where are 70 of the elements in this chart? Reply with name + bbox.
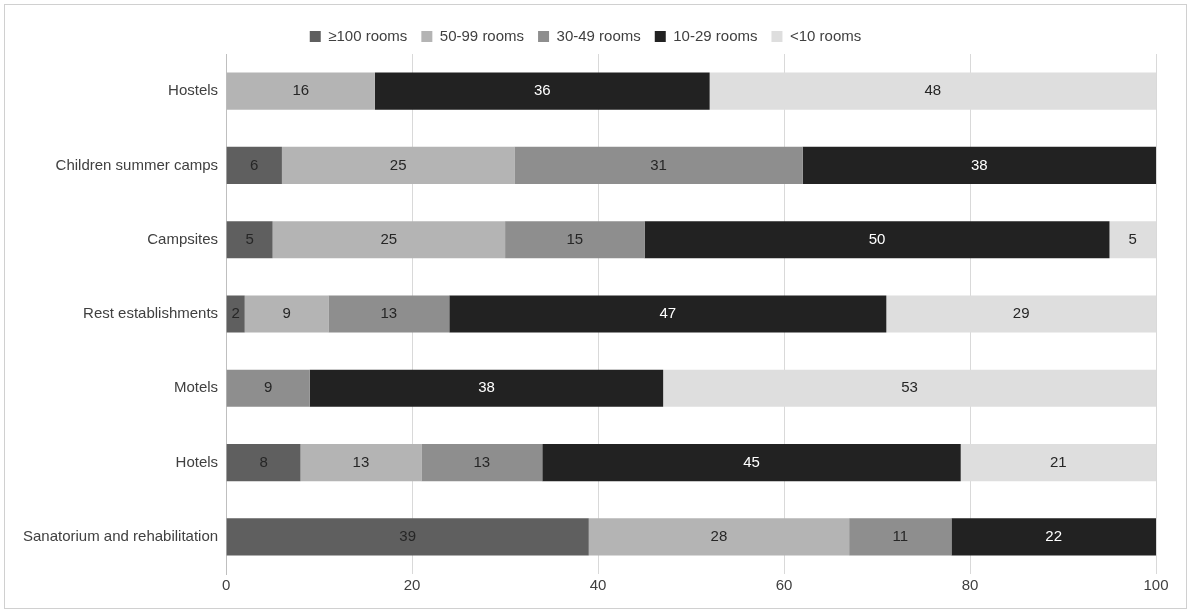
data-label: 5 bbox=[245, 229, 254, 247]
legend-label: ≥100 rooms bbox=[328, 26, 408, 44]
bar bbox=[802, 146, 1156, 184]
data-label: 11 bbox=[892, 527, 909, 544]
bar bbox=[849, 518, 952, 556]
x-tick-label: 100 bbox=[1143, 576, 1169, 594]
data-label: 9 bbox=[282, 304, 291, 322]
data-label: 22 bbox=[1045, 527, 1063, 544]
bar bbox=[226, 444, 301, 482]
bar bbox=[226, 369, 310, 407]
data-label: 8 bbox=[259, 452, 268, 470]
data-label: 13 bbox=[380, 304, 398, 322]
x-tick-label: 20 bbox=[403, 576, 421, 594]
y-tick-label: Campsites bbox=[147, 229, 219, 247]
y-tick-label: Hotels bbox=[175, 452, 219, 470]
data-label: 53 bbox=[901, 378, 918, 396]
bar bbox=[300, 444, 422, 482]
data-label: 9 bbox=[264, 378, 273, 396]
y-tick-label: Motels bbox=[173, 378, 219, 396]
bar bbox=[309, 369, 664, 407]
data-label: 21 bbox=[1050, 452, 1067, 470]
data-label: 6 bbox=[250, 155, 259, 173]
bar bbox=[514, 146, 803, 184]
legend-label: 30-49 rooms bbox=[556, 26, 641, 44]
data-label: 28 bbox=[710, 527, 728, 544]
bar bbox=[449, 295, 887, 333]
legend-label: <10 rooms bbox=[789, 26, 862, 44]
data-label: 31 bbox=[650, 155, 667, 173]
data-label: 36 bbox=[533, 81, 551, 99]
data-label: 29 bbox=[1012, 304, 1030, 322]
data-label: 38 bbox=[970, 155, 988, 173]
data-label: 16 bbox=[292, 81, 310, 99]
bar bbox=[226, 295, 245, 333]
y-tick-label: Rest establishments bbox=[83, 304, 219, 322]
bar bbox=[374, 72, 710, 110]
bar bbox=[244, 295, 329, 333]
y-tick-label: Sanatorium and rehabilitation bbox=[23, 527, 219, 544]
legend-label: 50-99 rooms bbox=[439, 26, 525, 44]
bar bbox=[226, 221, 273, 259]
bar bbox=[951, 518, 1156, 556]
x-tick-label: 40 bbox=[589, 576, 607, 594]
y-tick-label: Children summer camps bbox=[55, 155, 219, 173]
data-label: 25 bbox=[380, 229, 398, 247]
bar bbox=[505, 221, 645, 259]
data-label: 45 bbox=[743, 452, 760, 470]
bar bbox=[226, 146, 282, 184]
data-label: 48 bbox=[924, 81, 942, 99]
data-label: 5 bbox=[1128, 229, 1137, 247]
bar bbox=[328, 295, 450, 333]
y-tick-label: Hostels bbox=[168, 81, 219, 99]
data-label: 2 bbox=[231, 304, 240, 322]
bar bbox=[421, 444, 543, 482]
data-label: 47 bbox=[659, 304, 677, 322]
bar bbox=[644, 221, 1110, 259]
x-tick-label: 60 bbox=[775, 576, 793, 594]
x-tick-label: 0 bbox=[221, 576, 231, 594]
data-label: 13 bbox=[473, 452, 491, 470]
data-label: 13 bbox=[352, 452, 370, 470]
x-tick-label: 80 bbox=[961, 576, 979, 594]
data-label: 15 bbox=[566, 229, 584, 247]
data-label: 38 bbox=[478, 378, 495, 396]
bar bbox=[542, 444, 961, 482]
bar bbox=[588, 518, 850, 556]
legend-label: 10-29 rooms bbox=[673, 26, 758, 44]
data-label: 25 bbox=[389, 155, 407, 173]
data-label: 39 bbox=[399, 527, 417, 544]
bar bbox=[226, 518, 589, 556]
data-label: 50 bbox=[868, 229, 886, 247]
bar bbox=[272, 221, 506, 259]
bar bbox=[281, 146, 515, 184]
